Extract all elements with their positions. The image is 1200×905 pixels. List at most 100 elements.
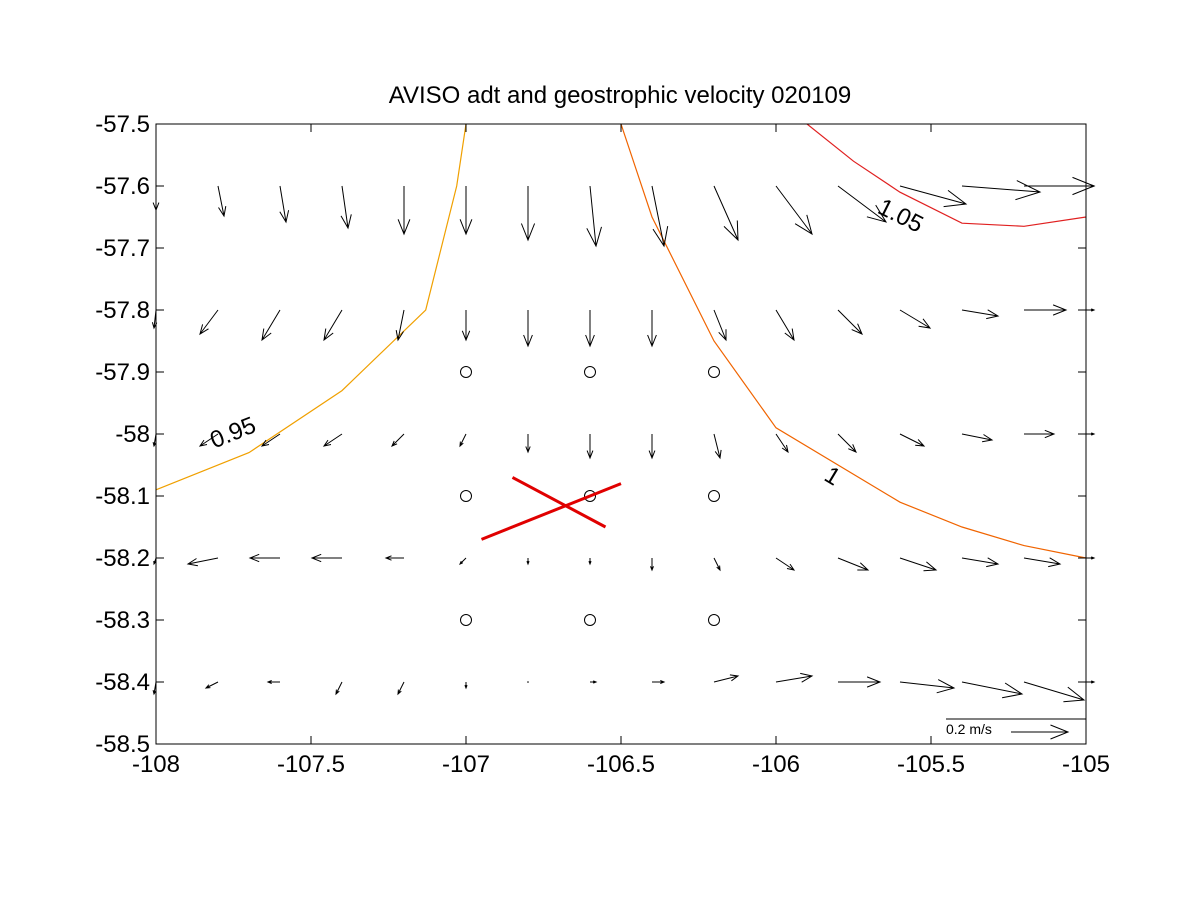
arrow-shape	[1023, 557, 1062, 568]
arrow-shape	[838, 676, 882, 688]
velocity-arrow	[961, 681, 1024, 699]
arrow-shape	[397, 681, 405, 696]
arrow-shape	[961, 180, 1042, 201]
velocity-arrow	[323, 309, 343, 342]
arrow-shape	[397, 186, 411, 236]
velocity-arrow	[961, 180, 1042, 201]
station-circle	[708, 490, 720, 502]
scale-label: 0.2 m/s	[946, 721, 992, 737]
arrow-shape	[461, 310, 471, 342]
arrow-shape	[837, 185, 888, 223]
velocity-arrow	[384, 555, 404, 561]
arrow-shape	[1023, 681, 1086, 703]
velocity-arrow	[1086, 680, 1096, 684]
arrow-shape	[899, 433, 926, 447]
velocity-arrow	[713, 309, 727, 342]
arrow-shape	[651, 185, 669, 248]
arrow-shape	[526, 558, 530, 566]
velocity-arrow	[279, 185, 290, 224]
velocity-arrow	[1086, 432, 1096, 436]
arrow-shape	[335, 681, 343, 696]
arrow-dot	[527, 681, 529, 683]
velocity-arrow	[647, 310, 657, 348]
velocity-arrow	[590, 680, 598, 684]
cross-layer	[480, 476, 622, 541]
arrow-shape	[217, 185, 227, 218]
velocity-arrow	[261, 309, 281, 342]
arrow-shape	[323, 309, 343, 342]
velocity-arrow	[713, 433, 722, 460]
velocity-arrow	[527, 681, 529, 683]
arrow-shape	[260, 433, 281, 447]
arrow-shape	[590, 680, 598, 684]
velocity-arrow	[837, 557, 870, 571]
arrow-shape	[395, 309, 405, 342]
station-circle	[584, 366, 596, 378]
y-tick-label: -58.2	[95, 545, 150, 572]
arrow-shape	[775, 557, 796, 571]
velocity-arrow	[775, 309, 795, 342]
velocity-arrow	[838, 676, 882, 688]
velocity-arrow	[397, 681, 405, 696]
velocity-arrow	[588, 558, 592, 566]
velocity-arrow	[186, 557, 219, 567]
arrow-shape	[464, 682, 468, 690]
y-tick-label: -57.6	[95, 173, 150, 200]
velocity-arrow	[322, 433, 343, 447]
arrow-shape	[899, 679, 956, 694]
velocity-arrow	[652, 680, 666, 684]
arrow-shape	[586, 185, 602, 248]
arrow-shape	[1086, 308, 1096, 312]
y-tick-label: -58	[115, 421, 150, 448]
arrow-shape	[647, 310, 657, 348]
arrow-shape	[523, 310, 533, 348]
x-tick-label: -107.5	[277, 751, 345, 778]
velocity-arrow	[651, 185, 669, 248]
velocity-arrow	[520, 186, 536, 242]
arrow-shape	[652, 680, 666, 684]
chart-title: AVISO adt and geostrophic velocity 02010…	[389, 82, 852, 109]
arrow-shape	[186, 557, 219, 567]
x-tick-label: -106.5	[587, 751, 655, 778]
arrow-shape	[648, 434, 656, 460]
arrow-shape	[1024, 429, 1056, 439]
y-tick-label: -58.3	[95, 607, 150, 634]
contour-line	[155, 123, 467, 491]
arrow-shape	[899, 557, 938, 572]
velocity-arrow	[837, 185, 888, 223]
velocity-arrow	[899, 557, 938, 572]
velocity-arrow	[199, 309, 219, 336]
x-tick-label: -105.5	[897, 751, 965, 778]
x-tick-label: -105	[1062, 751, 1110, 778]
velocity-arrow	[899, 185, 968, 208]
velocity-arrow	[459, 433, 467, 448]
arrow-shape	[198, 433, 219, 447]
axes-layer: -108 -107.5 -107 -106.5 -106 -105.5 -105 -57.5 -…	[95, 111, 1110, 778]
velocity-arrow	[585, 310, 595, 348]
velocity-arrow	[526, 558, 530, 566]
velocity-arrow	[586, 434, 594, 460]
arrow-shape	[961, 557, 1000, 568]
velocity-arrow	[310, 553, 342, 563]
velocity-arrow	[266, 680, 280, 684]
arrow-shape	[310, 553, 342, 563]
y-tick-label: -57.5	[95, 111, 150, 138]
arrow-shape	[391, 433, 405, 447]
y-tick-label: -58.4	[95, 669, 150, 696]
velocity-arrow	[961, 557, 1000, 568]
arrow-shape	[459, 186, 473, 236]
arrow-shape	[837, 433, 857, 453]
velocity-arrow	[1086, 308, 1096, 312]
arrow-shape	[1086, 432, 1096, 436]
scale-arrow-legend: 0.2 m/s	[946, 718, 1086, 740]
arrow-shape	[713, 433, 722, 460]
station-circle	[584, 614, 596, 626]
arrow-shape	[520, 186, 536, 242]
arrow-shape	[279, 185, 290, 224]
arrow-shape	[961, 681, 1024, 699]
y-tick-label: -57.9	[95, 359, 150, 386]
arrow-shape	[713, 309, 727, 342]
arrow-shape	[525, 434, 531, 454]
velocity-arrow	[961, 309, 1000, 320]
